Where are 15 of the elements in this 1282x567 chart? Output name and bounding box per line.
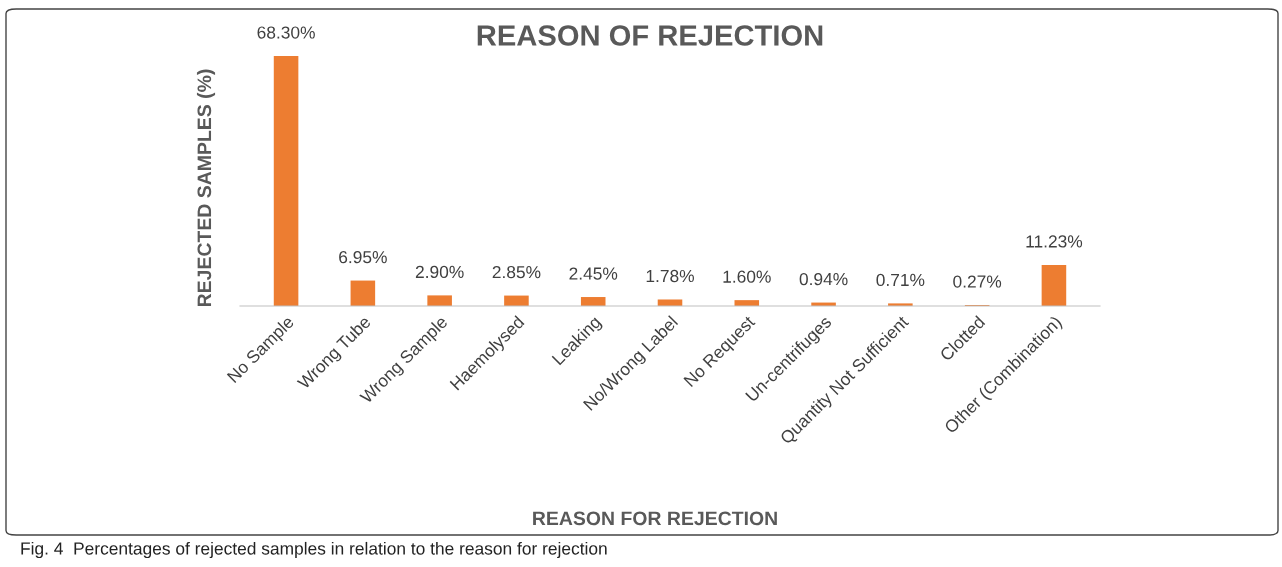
data-label: 1.78% <box>646 269 694 283</box>
data-label: 0.71% <box>876 273 925 287</box>
data-label: 6.95% <box>339 250 387 264</box>
y-axis-title: REJECTED SAMPLES (%) <box>196 69 216 307</box>
data-label: 1.60% <box>723 270 771 283</box>
data-label: 0.27% <box>953 275 1002 288</box>
x-axis-title: REASON FOR REJECTION <box>533 511 777 526</box>
caption: Fig. 4 Percentages of rejected samples in relation to the reason for rejection <box>21 541 607 559</box>
data-label: 68.30% <box>257 26 315 39</box>
data-label: 0.94% <box>799 272 848 286</box>
data-label: 2.45% <box>569 267 618 280</box>
data-label: 2.85% <box>492 265 541 279</box>
data-label: 2.90% <box>415 265 464 279</box>
data-label: 11.23% <box>1026 235 1083 248</box>
chart-title: REASON OF REJECTION <box>477 25 823 46</box>
